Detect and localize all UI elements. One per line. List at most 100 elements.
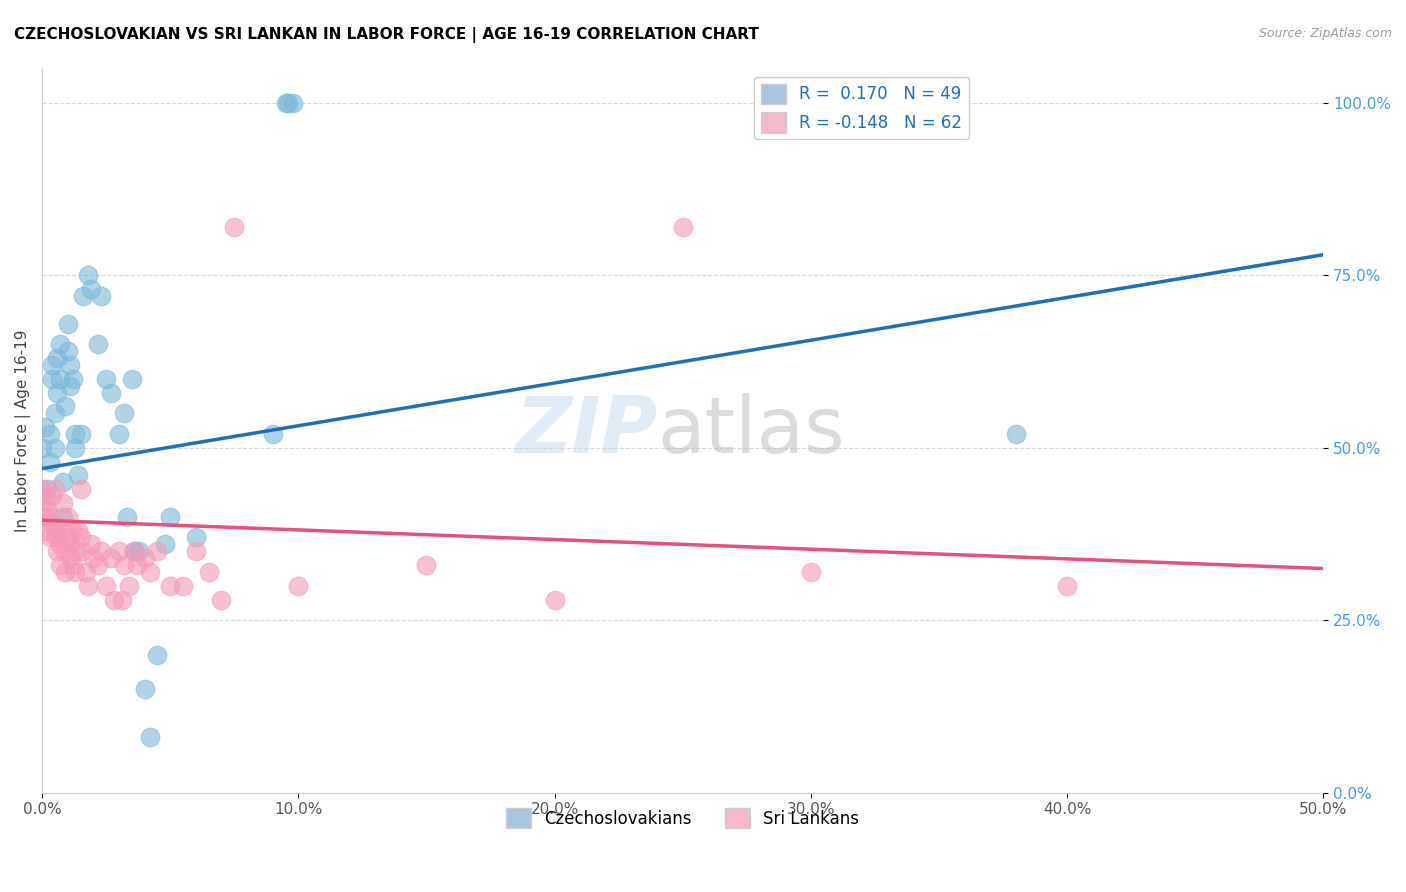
Point: [31, 482, 53, 496]
Point: [134, 551, 156, 566]
Point: [65, 544, 87, 558]
Point: [41, 358, 63, 372]
Point: [49, 537, 72, 551]
Point: [72, 289, 94, 303]
Text: atlas: atlas: [657, 392, 845, 468]
Point: [38, 455, 60, 469]
Point: [90, 289, 112, 303]
Point: [53, 400, 76, 414]
Point: [80, 282, 103, 296]
Point: [110, 592, 132, 607]
Point: [31, 489, 53, 503]
Point: [87, 337, 110, 351]
Point: [211, 592, 233, 607]
Point: [66, 468, 89, 483]
Point: [52, 496, 75, 510]
Point: [46, 351, 69, 366]
Text: CZECHOSLOVAKIAN VS SRI LANKAN IN LABOR FORCE | AGE 16-19 CORRELATION CHART: CZECHOSLOVAKIAN VS SRI LANKAN IN LABOR F…: [14, 27, 759, 43]
Legend: Czechoslovakians, Sri Lankans: Czechoslovakians, Sri Lankans: [499, 801, 866, 835]
Point: [41, 489, 63, 503]
Point: [52, 524, 75, 538]
Point: [41, 372, 63, 386]
Point: [69, 482, 91, 496]
Point: [38, 509, 60, 524]
Point: [121, 372, 143, 386]
Point: [53, 565, 76, 579]
Point: [46, 385, 69, 400]
Point: [62, 558, 84, 572]
Point: [53, 544, 76, 558]
Point: [44, 406, 66, 420]
Point: [37, 524, 59, 538]
Point: [287, 579, 309, 593]
Point: [38, 427, 60, 442]
Point: [262, 427, 284, 442]
Point: [41, 516, 63, 531]
Point: [46, 544, 69, 558]
Point: [37, 503, 59, 517]
Point: [197, 565, 219, 579]
Point: [138, 565, 160, 579]
Point: [128, 544, 150, 558]
Point: [77, 579, 100, 593]
Point: [75, 565, 97, 579]
Point: [96, 372, 118, 386]
Point: [415, 558, 437, 572]
Point: [62, 372, 84, 386]
Point: [159, 579, 181, 593]
Point: [108, 427, 131, 442]
Point: [112, 406, 135, 420]
Point: [112, 558, 135, 572]
Point: [146, 648, 169, 662]
Point: [159, 509, 181, 524]
Point: [31, 441, 53, 455]
Point: [37, 482, 59, 496]
Point: [44, 482, 66, 496]
Point: [65, 427, 87, 442]
Point: [153, 537, 176, 551]
Point: [34, 420, 56, 434]
Point: [46, 531, 69, 545]
Point: [38, 531, 60, 545]
Point: [80, 537, 103, 551]
Point: [49, 337, 72, 351]
Point: [118, 579, 141, 593]
Point: [108, 544, 131, 558]
Point: [66, 524, 89, 538]
Point: [62, 524, 84, 538]
Point: [59, 358, 82, 372]
Point: [146, 544, 169, 558]
Point: [56, 509, 79, 524]
Point: [49, 372, 72, 386]
Point: [277, 95, 299, 110]
Point: [65, 565, 87, 579]
Point: [100, 551, 122, 566]
Point: [82, 551, 104, 566]
Point: [96, 579, 118, 593]
Point: [44, 441, 66, 455]
Point: [44, 524, 66, 538]
Point: [672, 220, 695, 235]
Point: [52, 475, 75, 490]
Point: [77, 268, 100, 283]
Point: [800, 565, 823, 579]
Point: [59, 551, 82, 566]
Point: [124, 544, 146, 558]
Point: [103, 592, 125, 607]
Point: [138, 731, 160, 745]
Point: [59, 378, 82, 392]
Text: ZIP: ZIP: [515, 392, 657, 468]
Point: [59, 537, 82, 551]
Point: [124, 544, 146, 558]
Point: [172, 579, 194, 593]
Point: [115, 509, 138, 524]
Point: [1056, 579, 1078, 593]
Point: [543, 592, 565, 607]
Point: [69, 531, 91, 545]
Point: [90, 544, 112, 558]
Point: [72, 544, 94, 558]
Point: [34, 496, 56, 510]
Point: [56, 344, 79, 359]
Point: [1004, 427, 1026, 442]
Point: [49, 558, 72, 572]
